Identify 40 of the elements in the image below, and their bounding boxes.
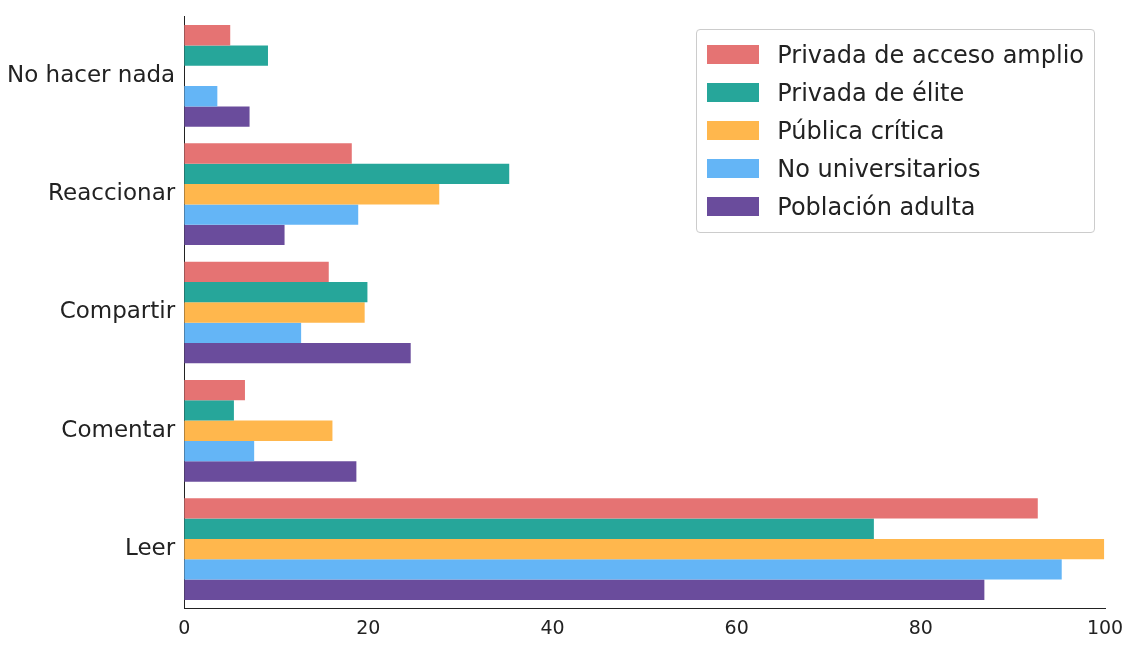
x-tick-label: 100 bbox=[1086, 615, 1124, 638]
bar bbox=[184, 184, 440, 205]
bar bbox=[184, 400, 234, 421]
legend-label: Pública crítica bbox=[777, 116, 945, 145]
x-tick-label: 60 bbox=[724, 615, 749, 638]
bar bbox=[184, 440, 255, 462]
bar bbox=[184, 461, 357, 482]
bar bbox=[184, 343, 411, 364]
bar bbox=[184, 261, 329, 282]
bar bbox=[184, 302, 365, 323]
bar bbox=[184, 143, 352, 164]
bar bbox=[184, 322, 302, 344]
legend-label: Privada de élite bbox=[777, 78, 965, 107]
bar bbox=[184, 106, 250, 127]
x-tick-label: 80 bbox=[908, 615, 933, 638]
bar bbox=[184, 498, 1038, 519]
x-tick-label: 0 bbox=[178, 615, 191, 638]
x-tick-label: 40 bbox=[540, 615, 565, 638]
bar bbox=[184, 86, 218, 107]
y-tick-label: Compartir bbox=[59, 297, 176, 324]
y-tick-label: Reaccionar bbox=[48, 179, 176, 206]
legend-label: Privada de acceso amplio bbox=[777, 40, 1084, 69]
bar bbox=[184, 163, 510, 185]
bar bbox=[184, 224, 285, 246]
bar bbox=[184, 420, 333, 441]
bar bbox=[184, 559, 1062, 580]
legend-label: No universitarios bbox=[777, 154, 981, 183]
legend-label: Población adulta bbox=[777, 192, 976, 221]
bar bbox=[184, 579, 985, 600]
bar bbox=[184, 25, 231, 46]
bar bbox=[184, 379, 245, 401]
y-tick-label: No hacer nada bbox=[7, 60, 176, 87]
bar bbox=[184, 518, 874, 539]
x-tick-label: 20 bbox=[356, 615, 381, 638]
y-tick-label: Leer bbox=[125, 534, 176, 561]
bar bbox=[184, 204, 359, 225]
bar bbox=[184, 45, 268, 66]
bar bbox=[184, 538, 1105, 560]
y-tick-label: Comentar bbox=[61, 415, 176, 442]
bar bbox=[184, 281, 368, 303]
